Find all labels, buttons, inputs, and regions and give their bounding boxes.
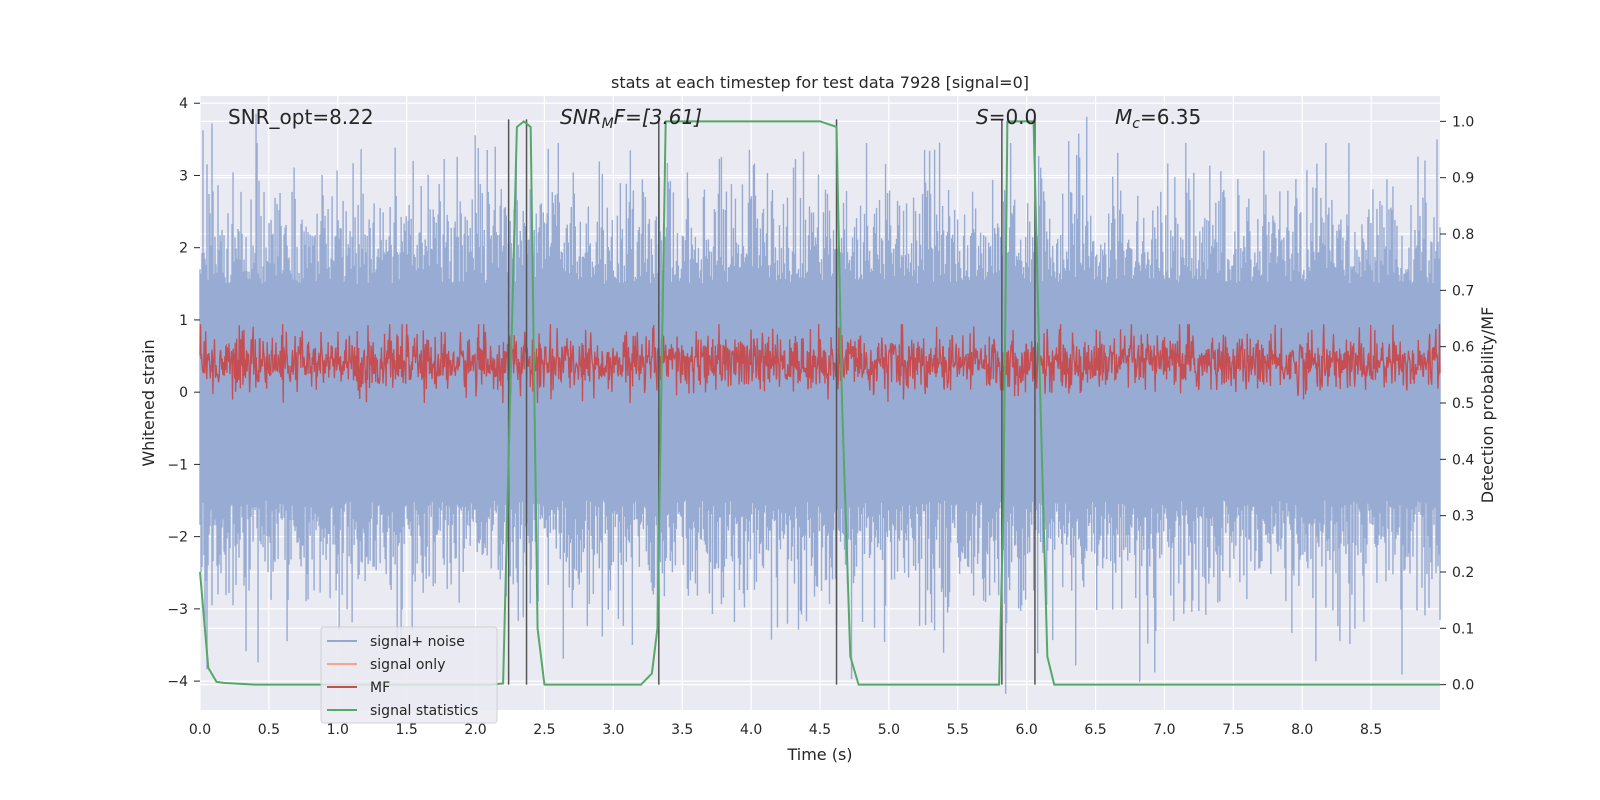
y-tick-label: 4: [179, 96, 188, 112]
y-tick-label: 2: [179, 241, 188, 257]
y-tick-label: 3: [179, 168, 188, 184]
x-axis-label: Time (s): [786, 745, 852, 764]
x-tick-label: 0.0: [189, 722, 211, 738]
y2-axis-label: Detection probability/MF: [1478, 307, 1497, 504]
y2-tick-label: 0.8: [1452, 227, 1474, 243]
snr-mf-main: SNR: [560, 105, 602, 129]
mf-line: [199, 324, 1441, 404]
y2-tick-label: 0.5: [1452, 396, 1474, 412]
snr-mf-sub: M: [602, 116, 614, 132]
legend: signal+ noise signal only MF signal stat…: [320, 626, 498, 724]
y-tick-label: 1: [179, 313, 188, 329]
x-tick-label: 7.0: [1153, 722, 1175, 738]
y-tick-label: −4: [167, 674, 188, 690]
legend-box: [320, 626, 498, 724]
y2-tick-label: 0.9: [1452, 171, 1474, 187]
x-tick-label: 2.5: [533, 722, 555, 738]
snr-mf-annotation: SNRMF=[3.61]: [560, 105, 702, 132]
y2-tick-label: 0.6: [1452, 340, 1474, 356]
x-tick-label: 4.0: [740, 722, 762, 738]
chart-title: stats at each timestep for test data 792…: [611, 73, 1029, 92]
s-rest: =0.0: [989, 105, 1038, 129]
y2-tick-label: 1.0: [1452, 114, 1474, 130]
s-main: S: [976, 105, 989, 129]
x-tick-label: 5.0: [878, 722, 900, 738]
s-annotation: S=0.0: [976, 105, 1037, 129]
x-tick-label: 1.0: [327, 722, 349, 738]
mc-rest: =6.35: [1140, 105, 1201, 129]
y2-tick-label: 0.7: [1452, 283, 1474, 299]
x-axis-ticks: 0.0 0.5 1.0 1.5 2.0 2.5 3.0 3.5 4.0 4.5 5.0 5.5 6.0 6…: [189, 722, 1382, 738]
x-tick-label: 7.5: [1222, 722, 1244, 738]
legend-label-mf: MF: [370, 680, 390, 696]
y-axis-ticks: 4 3 2 1 0 −1 −2 −3 −4: [167, 96, 200, 690]
y2-tick-label: 0.4: [1452, 452, 1474, 468]
x-tick-label: 8.5: [1360, 722, 1382, 738]
x-tick-label: 5.5: [947, 722, 969, 738]
x-tick-label: 6.5: [1084, 722, 1106, 738]
x-tick-label: 8.0: [1291, 722, 1313, 738]
y-tick-label: −1: [167, 457, 188, 473]
mf-series: [199, 324, 1441, 404]
y2-tick-label: 0.0: [1452, 678, 1474, 694]
x-tick-label: 3.0: [602, 722, 624, 738]
y-tick-label: −3: [167, 602, 188, 618]
event-markers: [507, 119, 1036, 685]
legend-label-signal-only: signal only: [370, 657, 445, 673]
x-tick-label: 0.5: [258, 722, 280, 738]
y2-tick-label: 0.3: [1452, 509, 1474, 525]
x-tick-label: 3.5: [671, 722, 693, 738]
y-axis-label: Whitened strain: [139, 339, 158, 466]
snr-mf-rest: F=[3.61]: [614, 105, 702, 129]
legend-label-signal-noise: signal+ noise: [370, 634, 465, 650]
mc-sub: c: [1132, 116, 1140, 132]
x-tick-label: 4.5: [809, 722, 831, 738]
y-tick-label: 0: [179, 385, 188, 401]
snr-opt-annotation: SNR_opt=8.22: [228, 105, 374, 129]
legend-label-signal-statistics: signal statistics: [370, 703, 478, 719]
x-tick-label: 6.0: [1016, 722, 1038, 738]
y2-tick-label: 0.2: [1452, 565, 1474, 581]
mc-main: M: [1115, 105, 1132, 129]
mc-annotation: Mc=6.35: [1115, 105, 1201, 132]
y-tick-label: −2: [167, 530, 188, 546]
y2-tick-label: 0.1: [1452, 621, 1474, 637]
x-tick-label: 2.0: [464, 722, 486, 738]
x-tick-label: 1.5: [396, 722, 418, 738]
y2-axis-ticks: 1.0 0.9 0.8 0.7 0.6 0.5 0.4 0.3 0.2 0.1 0.0: [1440, 114, 1474, 694]
